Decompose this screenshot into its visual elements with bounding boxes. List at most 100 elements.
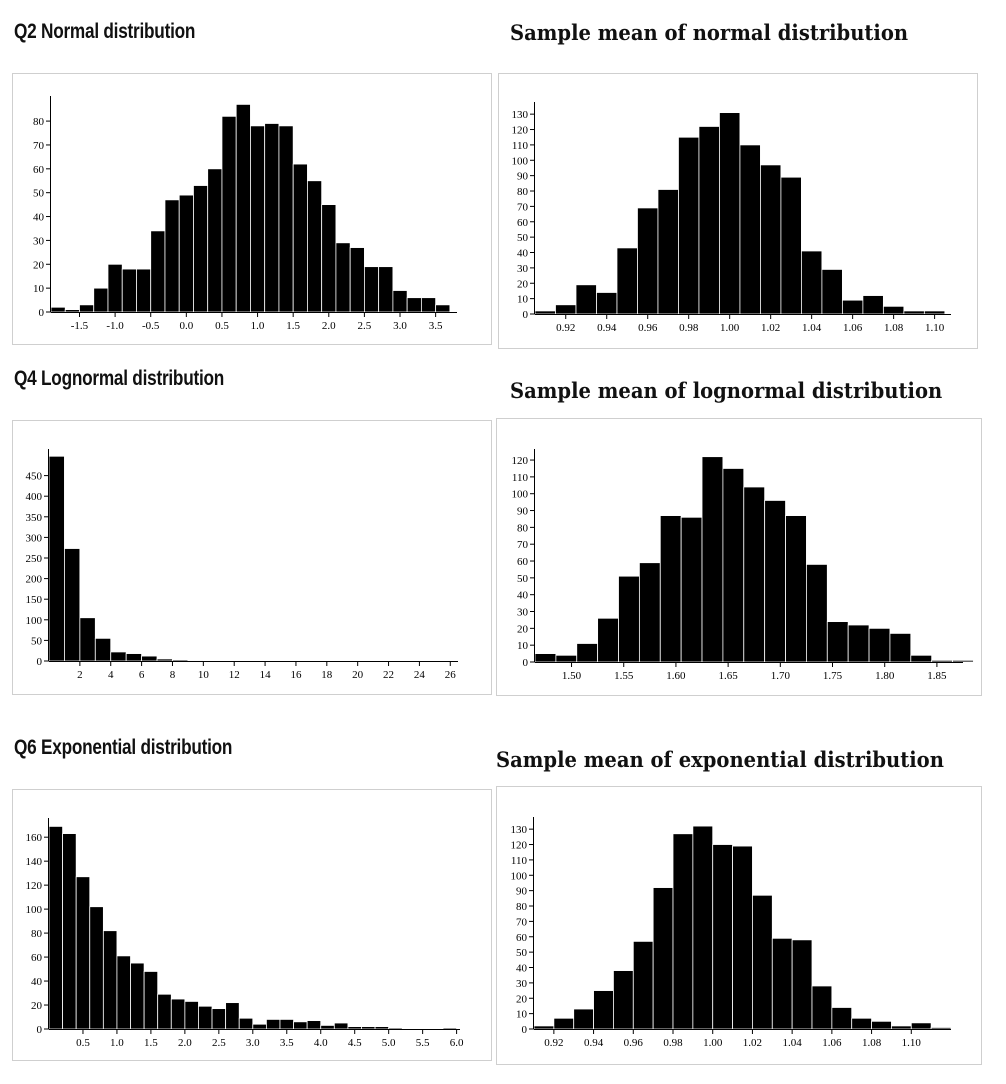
- x-tick-label: -1.0: [106, 320, 124, 332]
- y-tick-label: 10: [517, 294, 529, 306]
- histogram-bar: [632, 940, 654, 1030]
- chart-title-lognormal: Q4 Lognormal distribution: [14, 367, 225, 390]
- histogram-bar: [320, 1024, 335, 1030]
- x-tick-label: 8: [170, 669, 176, 681]
- histogram-bar: [821, 269, 843, 315]
- y-tick-label: 10: [516, 1009, 528, 1021]
- x-tick-label: 1.04: [802, 322, 822, 334]
- histogram-bar: [121, 268, 137, 313]
- y-tick-label: 90: [517, 506, 529, 518]
- x-tick-label: 16: [290, 669, 302, 681]
- histogram-bar: [752, 894, 773, 1030]
- x-tick-label: 3.5: [429, 320, 443, 332]
- histogram-bar: [910, 1022, 932, 1030]
- x-tick-label: 3.0: [246, 1037, 260, 1049]
- x-tick-label: 0.94: [584, 1037, 604, 1049]
- histogram-bar: [785, 515, 807, 663]
- y-tick-label: 120: [511, 840, 528, 852]
- histogram-bar: [157, 993, 172, 1030]
- y-tick-label: 300: [26, 532, 43, 544]
- x-tick-label: 1.50: [562, 670, 582, 682]
- histogram-bar: [891, 1025, 912, 1030]
- histogram-bar: [48, 826, 63, 1030]
- y-tick-label: 50: [517, 232, 529, 244]
- histogram-bar: [150, 230, 166, 313]
- histogram-bar: [722, 468, 745, 663]
- y-tick-label: 10: [517, 640, 529, 652]
- histogram-normal: -1.5 -1.0 -0.5 0.0 0.5 1.0 1.5 2.0 2.5 3.0 3.5 0 10 2…: [33, 96, 457, 332]
- x-tick-label: 1.0: [251, 320, 265, 332]
- y-tick-label: 0: [39, 307, 45, 319]
- x-tick-label: 0.98: [679, 322, 699, 334]
- histogram-bar: [732, 845, 753, 1030]
- histogram-bar: [64, 548, 81, 662]
- y-tick-label: 350: [26, 512, 43, 524]
- histogram-bar: [321, 204, 337, 313]
- histogram-bar: [435, 304, 451, 313]
- histogram-bar: [698, 126, 720, 315]
- histogram-bar: [64, 309, 80, 313]
- y-tick-label: 50: [516, 947, 528, 959]
- histogram-bar: [831, 1007, 853, 1030]
- histogram-bar: [800, 250, 823, 315]
- histogram-bar: [593, 990, 614, 1030]
- histogram-bar: [75, 876, 91, 1030]
- x-tick-label: 5.5: [416, 1037, 430, 1049]
- x-tick-label: 1.08: [884, 322, 904, 334]
- x-tick-label: 1.85: [927, 670, 947, 682]
- y-tick-label: 60: [516, 932, 528, 944]
- histogram-bar: [826, 621, 849, 663]
- histogram-bar: [79, 304, 95, 313]
- histogram-exponential-sample-mean: 0.92 0.94 0.96 0.98 1.00 1.02 1.04 1.06 1.08 1.10…: [511, 817, 952, 1049]
- histogram-bar: [712, 844, 733, 1030]
- y-tick-label: 0: [37, 656, 43, 668]
- histogram-bar: [420, 297, 437, 313]
- y-tick-label: 100: [512, 155, 529, 167]
- histogram-bar: [910, 654, 933, 663]
- histogram-bar: [678, 136, 700, 315]
- x-tick-label: 0.96: [638, 322, 658, 334]
- histogram-bar: [293, 1021, 308, 1030]
- histogram-bar: [193, 185, 209, 313]
- y-tick-label: 50: [517, 573, 529, 585]
- histogram-bar: [930, 1027, 952, 1030]
- histogram-bar: [780, 176, 802, 315]
- y-tick-label: 30: [517, 263, 529, 275]
- y-tick-label: 60: [517, 217, 529, 229]
- histogram-bar: [555, 654, 578, 663]
- x-tick-label: 1.0: [110, 1037, 124, 1049]
- histogram-bar: [692, 825, 714, 1030]
- x-tick-label: 1.5: [144, 1037, 158, 1049]
- y-tick-label: 10: [33, 283, 45, 295]
- histogram-bar: [771, 937, 793, 1030]
- y-tick-label: 400: [26, 491, 43, 503]
- histogram-bar: [811, 985, 833, 1030]
- histogram-bar: [638, 562, 661, 663]
- chart-title-lognormal-sample-mean: Sample mean of lognormal distribution: [510, 378, 943, 403]
- histogram-bar: [659, 515, 682, 663]
- y-tick-label: 20: [517, 623, 529, 635]
- x-tick-label: 4: [108, 669, 114, 681]
- chart-title-exponential-sample-mean: Sample mean of exponential distribution: [496, 747, 944, 772]
- histogram-bar: [392, 290, 408, 313]
- x-tick-label: -1.5: [71, 320, 89, 332]
- histogram-bar: [250, 125, 266, 313]
- y-tick-label: 90: [516, 886, 528, 898]
- y-tick-label: 70: [516, 916, 528, 928]
- y-tick-label: 40: [517, 590, 529, 602]
- histogram-bar: [576, 643, 599, 663]
- histogram-bar: [657, 189, 679, 315]
- histogram-bar: [806, 563, 828, 663]
- y-tick-label: 40: [31, 976, 43, 988]
- histogram-bar: [573, 1008, 594, 1030]
- chart-title-exponential: Q6 Exponential distribution: [14, 736, 233, 759]
- histogram-bar: [791, 939, 813, 1030]
- histogram-bar: [347, 1026, 362, 1030]
- y-tick-label: 40: [516, 963, 528, 975]
- histogram-bar: [265, 1019, 281, 1030]
- x-tick-label: 4.5: [348, 1037, 362, 1049]
- x-tick-label: 1.04: [783, 1037, 803, 1049]
- histogram-bar: [363, 266, 380, 313]
- x-tick-label: 1.60: [666, 670, 686, 682]
- histogram-bar: [164, 199, 180, 313]
